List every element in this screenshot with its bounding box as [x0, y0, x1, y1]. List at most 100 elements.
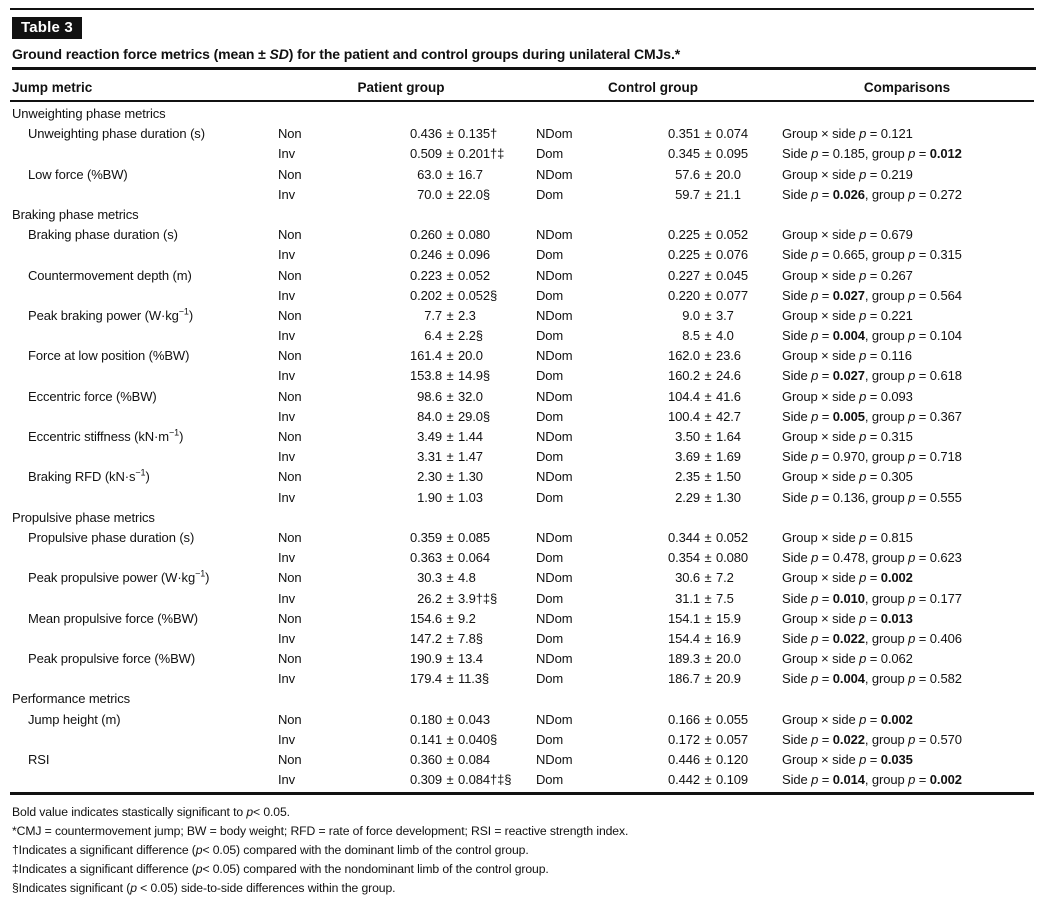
patient-sd: 0.135† [458, 126, 498, 142]
patient-sd: 1.44 [458, 429, 483, 444]
comparison-text: Group × side p = 0.035 [782, 752, 913, 767]
patient-mean: 84.0 [417, 408, 442, 424]
patient-side-label: Non [278, 267, 302, 283]
control-mean: 189.3 [667, 651, 700, 667]
patient-mean: 0.141 [409, 731, 442, 747]
patient-mean: 0.180 [409, 711, 442, 727]
control-value: 0.225 ±0.076 [608, 245, 782, 265]
control-sd: 21.1 [716, 186, 741, 202]
column-header-comparisons: Comparisons [863, 80, 951, 95]
control-mean: 0.345 [667, 146, 700, 162]
patient-value: 0.360 ±0.084 [350, 750, 524, 770]
plus-minus-sign: ± [446, 429, 454, 444]
plus-minus-sign: ± [704, 570, 712, 586]
control-mean: 0.225 [667, 247, 700, 263]
table-row: Eccentric stiffness (kN·m−1) Non 3.49 ±1.44… [12, 427, 1032, 447]
control-value: 2.29 ±1.30 [608, 488, 782, 508]
table-row: Propulsive phase duration (s) Non 0.359 ±0.… [12, 528, 1032, 548]
table-row: Braking phase duration (s) Non 0.260 ±0.080… [12, 225, 1032, 245]
control-mean: 0.351 [667, 126, 700, 142]
control-value: 59.7 ±21.1 [608, 185, 782, 205]
patient-value: 0.202 ±0.052§ [350, 286, 524, 306]
footnote-line: Bold value indicates stastically signifi… [12, 805, 290, 820]
patient-side-label: Non [278, 126, 302, 142]
plus-minus-sign: ± [446, 671, 454, 687]
patient-sd: 3.9†‡§ [458, 590, 498, 606]
patient-value: 147.2 ±7.8§ [350, 629, 524, 649]
control-sd: 0.095 [716, 146, 749, 162]
table-row: Inv 179.4 ±11.3§ Dom 186.7 ±20.9 Side p = 0.00… [12, 669, 1032, 689]
footnote-line: ‡Indicates a significant difference (p< … [12, 862, 549, 877]
footnote-line: §Indicates significant (p < 0.05) side-t… [12, 881, 396, 896]
patient-mean: 63.0 [417, 166, 442, 182]
plus-minus-sign: ± [704, 388, 712, 404]
plus-minus-sign: ± [704, 651, 712, 667]
patient-side-label: Non [278, 388, 302, 404]
table-row: RSI Non 0.360 ±0.084 NDom 0.446 ±0.120 Group × … [12, 750, 1032, 770]
metric-label [12, 548, 278, 568]
control-sd: 3.7 [716, 307, 734, 323]
patient-value: 26.2 ±3.9†‡§ [350, 589, 524, 609]
patient-side-label: Non [278, 570, 302, 586]
control-value: 186.7 ±20.9 [608, 669, 782, 689]
patient-sd: 22.0§ [458, 186, 491, 202]
patient-side-label: Non [278, 307, 302, 323]
plus-minus-sign: ± [704, 348, 712, 364]
comparison-text: Group × side p = 0.315 [782, 429, 913, 444]
plus-minus-sign: ± [704, 247, 712, 263]
plus-minus-sign: ± [446, 651, 454, 667]
patient-mean: 3.49 [417, 429, 442, 444]
plus-minus-sign: ± [446, 610, 454, 626]
control-mean: 2.29 [675, 489, 700, 505]
control-side-label: NDom [536, 469, 573, 485]
control-side-label: Dom [536, 671, 564, 687]
metric-label: Unweighting phase duration (s) [28, 126, 205, 142]
plus-minus-sign: ± [446, 449, 454, 465]
control-mean: 160.2 [667, 368, 700, 384]
patient-value: 7.7 ±2.3 [350, 306, 524, 326]
patient-side-label: Inv [278, 772, 296, 788]
patient-side-label: Inv [278, 731, 296, 747]
table-number-label: Table 3 [21, 19, 73, 36]
patient-sd: 7.8§ [458, 630, 483, 646]
plus-minus-sign: ± [446, 408, 454, 424]
plus-minus-sign: ± [446, 267, 454, 283]
plus-minus-sign: ± [704, 368, 712, 384]
comparison-text: Side p = 0.026, group p = 0.272 [782, 186, 962, 202]
metric-label [12, 185, 278, 205]
patient-mean: 6.4 [424, 328, 442, 344]
patient-side-label: Inv [278, 368, 296, 384]
comparison-text: Side p = 0.005, group p = 0.367 [782, 408, 962, 424]
plus-minus-sign: ± [704, 408, 712, 424]
plus-minus-sign: ± [704, 469, 712, 485]
patient-mean: 1.90 [417, 489, 442, 505]
metric-label: Propulsive phase duration (s) [28, 529, 195, 545]
patient-value: 6.4 ±2.2§ [350, 326, 524, 346]
patient-value: 0.180 ±0.043 [350, 710, 524, 730]
patient-mean: 0.509 [409, 146, 442, 162]
column-header-patient-group: Patient group [357, 80, 445, 95]
footnote-line: *CMJ = countermovement jump; BW = body w… [12, 824, 629, 839]
control-mean: 2.35 [675, 469, 700, 485]
control-sd: 23.6 [716, 348, 741, 364]
control-sd: 7.2 [716, 570, 734, 586]
patient-sd: 0.080 [458, 227, 491, 243]
metric-label [12, 366, 278, 386]
patient-mean: 7.7 [424, 307, 442, 323]
comparison-text: Side p = 0.136, group p = 0.555 [782, 489, 962, 505]
plus-minus-sign: ± [704, 429, 712, 444]
control-value: 162.0 ±23.6 [608, 346, 782, 366]
plus-minus-sign: ± [704, 146, 712, 162]
control-side-label: Dom [536, 328, 564, 344]
control-side-label: NDom [536, 126, 573, 142]
patient-value: 30.3 ±4.8 [350, 568, 524, 588]
patient-value: 0.509 ±0.201†‡ [350, 144, 524, 164]
table-row: Low force (%BW) Non 63.0 ±16.7 NDom 57.6 ±20.0… [12, 165, 1032, 185]
patient-sd: 1.47 [458, 449, 483, 465]
patient-sd: 4.8 [458, 570, 476, 586]
control-sd: 1.64 [716, 429, 741, 444]
metric-label [12, 589, 278, 609]
patient-sd: 11.3§ [458, 671, 490, 687]
plus-minus-sign: ± [446, 711, 454, 727]
metric-label [12, 407, 278, 427]
